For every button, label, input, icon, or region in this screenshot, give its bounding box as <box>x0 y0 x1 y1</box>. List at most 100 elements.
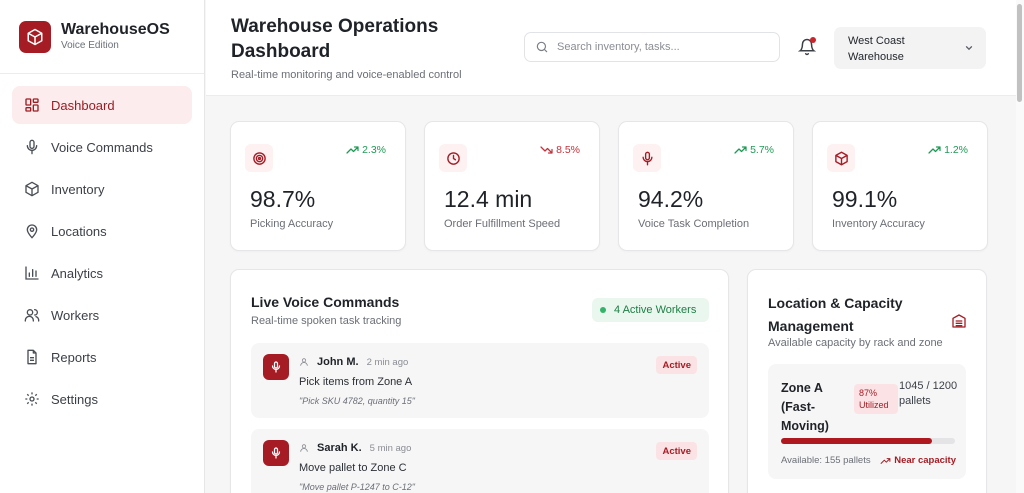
zone-card[interactable]: Zone A (Fast-Moving) 87% Utilized 1045 /… <box>768 364 966 479</box>
page-title: Warehouse Operations Dashboard <box>231 16 439 62</box>
notification-dot <box>810 37 816 43</box>
command-transcript: "Pick SKU 4782, quantity 15" <box>299 396 415 406</box>
sidebar-item-analytics[interactable]: Analytics <box>12 254 192 292</box>
trend-value: 1.2% <box>944 144 968 156</box>
stat-value: 94.2% <box>638 186 704 212</box>
voice-commands-panel: Live Voice Commands Real-time spoken tas… <box>230 269 729 493</box>
location-capacity-panel: Location & Capacity Management Available… <box>747 269 987 493</box>
stat-card-fulfillment-speed[interactable]: 8.5% 12.4 min Order Fulfillment Speed <box>424 121 600 251</box>
scrollbar[interactable] <box>1016 0 1024 493</box>
sidebar-item-label: Reports <box>51 349 97 365</box>
user-icon <box>300 444 308 452</box>
sidebar-item-workers[interactable]: Workers <box>12 296 192 334</box>
user-icon <box>300 358 308 366</box>
capacity-progress-bar <box>781 438 955 444</box>
search-input[interactable] <box>557 41 767 53</box>
voice-command-item[interactable]: John M. 2 min ago Pick items from Zone A… <box>251 343 709 418</box>
sidebar-item-label: Workers <box>51 307 100 323</box>
stat-card-picking-accuracy[interactable]: 2.3% 98.7% Picking Accuracy <box>230 121 406 251</box>
sidebar-nav: Dashboard Voice Commands Inventory Locat… <box>0 74 204 418</box>
scrollbar-thumb[interactable] <box>1017 4 1022 102</box>
command-task: Pick items from Zone A <box>299 376 413 388</box>
status-dot <box>600 307 606 313</box>
bell-icon <box>797 38 817 56</box>
capacity-progress-fill <box>781 438 933 444</box>
sidebar-item-label: Dashboard <box>51 97 115 113</box>
active-workers-badge: 4 Active Workers <box>592 298 709 322</box>
sidebar-item-label: Locations <box>51 223 107 239</box>
box-logo-icon <box>19 20 51 53</box>
trend-badge: 2.3% <box>346 144 386 156</box>
sidebar-item-label: Analytics <box>51 265 104 281</box>
chevron-down-icon <box>965 46 973 51</box>
stat-value: 98.7% <box>250 186 316 212</box>
gear-icon <box>25 392 39 406</box>
brand[interactable]: WarehouseOS Voice Edition <box>0 0 204 74</box>
notifications-button[interactable] <box>797 37 817 56</box>
utilization-label: Utilized <box>859 400 889 410</box>
target-icon <box>252 151 266 165</box>
mic-icon <box>263 440 289 466</box>
trend-value: 2.3% <box>362 144 386 156</box>
stat-card-voice-task-completion[interactable]: 5.7% 94.2% Voice Task Completion <box>618 121 794 251</box>
status-badge: Active <box>656 356 697 374</box>
panel-title: Live Voice Commands <box>251 294 400 310</box>
warehouse-rack-icon <box>952 314 966 328</box>
mic-icon <box>26 139 38 155</box>
stat-card-inventory-accuracy[interactable]: 1.2% 99.1% Inventory Accuracy <box>812 121 988 251</box>
trend-badge: 5.7% <box>734 144 774 156</box>
trend-up-icon <box>734 146 747 154</box>
stat-label: Voice Task Completion <box>638 218 750 230</box>
capacity-warning-text: Near capacity <box>894 455 956 466</box>
panel-subtitle: Real-time spoken task tracking <box>251 315 402 327</box>
warehouse-select[interactable]: West Coast Warehouse <box>834 27 986 69</box>
trend-up-icon <box>880 457 891 464</box>
clock-icon <box>446 151 460 165</box>
trend-up-icon <box>928 146 941 154</box>
voice-command-item[interactable]: Sarah K. 5 min ago Move pallet to Zone C… <box>251 429 709 493</box>
stat-value: 12.4 min <box>444 186 533 212</box>
active-workers-count: 4 Active Workers <box>614 304 697 316</box>
sidebar-item-inventory[interactable]: Inventory <box>12 170 192 208</box>
map-pin-icon <box>26 224 38 239</box>
header: Warehouse Operations Dashboard Real-time… <box>206 0 1016 96</box>
command-time: 5 min ago <box>369 442 412 454</box>
users-icon <box>24 309 40 322</box>
worker-name: Sarah K. <box>317 442 362 454</box>
brand-subtitle: Voice Edition <box>61 40 119 51</box>
stat-label: Inventory Accuracy <box>832 218 925 230</box>
mic-icon <box>263 354 289 380</box>
page-subtitle: Real-time monitoring and voice-enabled c… <box>231 69 462 81</box>
worker-name: John M. <box>317 356 359 368</box>
sidebar-item-voice-commands[interactable]: Voice Commands <box>12 128 192 166</box>
trend-badge: 1.2% <box>928 144 968 156</box>
sidebar-item-reports[interactable]: Reports <box>12 338 192 376</box>
sidebar-item-label: Voice Commands <box>51 139 153 155</box>
zone-available: Available: 155 pallets <box>781 455 871 466</box>
bar-chart-icon <box>25 266 39 280</box>
file-icon <box>27 349 37 365</box>
sidebar-item-locations[interactable]: Locations <box>12 212 192 250</box>
trend-badge: 8.5% <box>540 144 580 156</box>
utilization-badge: 87% Utilized <box>854 384 898 414</box>
search-box[interactable] <box>524 32 780 62</box>
dashboard-icon <box>25 98 39 112</box>
sidebar-item-label: Settings <box>51 391 98 407</box>
box-icon <box>25 181 39 197</box>
panel-title: Location & Capacity Management <box>768 295 903 334</box>
trend-value: 8.5% <box>556 144 580 156</box>
command-task: Move pallet to Zone C <box>299 462 407 474</box>
sidebar-item-settings[interactable]: Settings <box>12 380 192 418</box>
stat-label: Picking Accuracy <box>250 218 334 230</box>
panel-subtitle: Available capacity by rack and zone <box>768 337 943 349</box>
sidebar-item-label: Inventory <box>51 181 105 197</box>
brand-title: WarehouseOS <box>61 21 170 38</box>
command-transcript: "Move pallet P-1247 to C-12" <box>299 482 415 492</box>
trend-up-icon <box>346 146 359 154</box>
stat-value: 99.1% <box>832 186 898 212</box>
utilization-percent: 87% <box>859 388 878 398</box>
sidebar-item-dashboard[interactable]: Dashboard <box>12 86 192 124</box>
mic-icon <box>641 151 653 165</box>
zone-capacity: 1045 / 1200 pallets <box>899 380 958 407</box>
sidebar: WarehouseOS Voice Edition Dashboard Voic… <box>0 0 205 493</box>
